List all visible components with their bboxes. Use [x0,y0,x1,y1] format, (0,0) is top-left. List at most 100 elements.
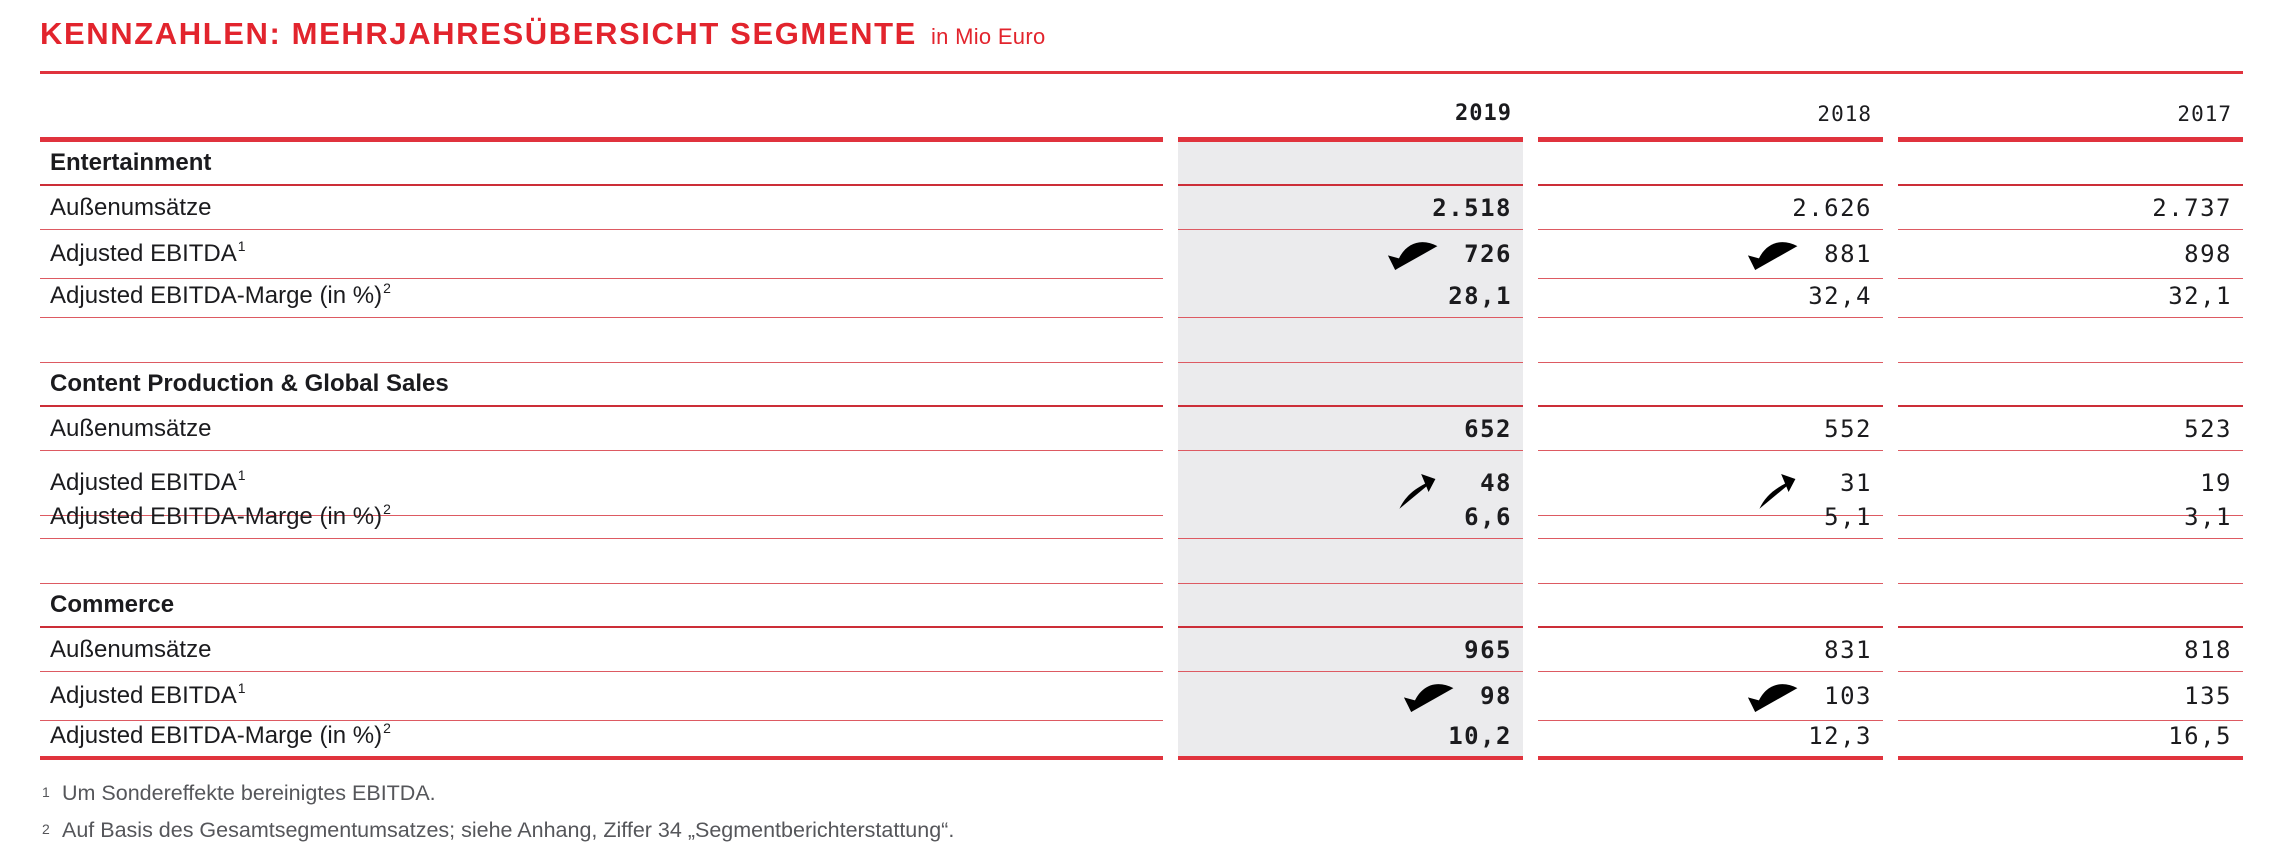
value-cell-2019: 10,2 [1178,716,1523,760]
value-cell-2017: 818 [1898,628,2243,672]
title-divider [40,71,2243,74]
value: 5,1 [1824,502,1872,531]
row-label: Außenumsätze [40,628,1163,672]
value-cell-2018: 103 [1538,672,1883,721]
page-title: KENNZAHLEN: MEHRJAHRESÜBERSICHT SEGMENTE… [40,14,2243,54]
value: 6,6 [1464,502,1512,531]
value: 32,4 [1808,281,1872,310]
title-unit-label: in Mio Euro [930,24,1046,49]
trend-down-arrow-icon [1748,242,1798,270]
empty-cell [1178,363,1523,407]
value-cell-2019: 98 [1178,672,1523,721]
value-cell-2018: 831 [1538,628,1883,672]
footnote-2: 2 Auf Basis des Gesamtsegmentumsatzes; s… [40,812,2243,849]
trend-up-arrow-icon [1759,474,1796,509]
empty-cell [1898,584,2243,628]
value-cell-2018: 552 [1538,407,1883,451]
segments-table: 2019 2018 2017 Entertainment Außenumsätz… [40,74,2243,760]
row-label-text: Adjusted EBITDA-Marge (in %) [50,281,383,309]
value-cell-2018: 2.626 [1538,186,1883,230]
row-label: Adjusted EBITDA-Marge (in %) 2 [40,716,1163,760]
table-row: Adjusted EBITDA-Marge (in %) 2 28,1 32,4 … [40,274,2243,318]
value-cell-2017: 19 [1898,451,2243,516]
footnote-marker: 1 [42,784,50,800]
row-label-text: Außenumsätze [50,635,212,663]
table-row: Außenumsätze 965 831 818 [40,628,2243,672]
trend-up-arrow-icon [1399,474,1436,509]
row-label-text: Adjusted EBITDA [50,682,237,709]
row-label-text: Adjusted EBITDA [50,469,237,496]
empty-cell [1538,539,1883,584]
row-label: Adjusted EBITDA 1 [40,451,1163,516]
value-cell-2019: 2.518 [1178,186,1523,230]
footnote-ref: 2 [383,500,391,517]
value-cell-2018: 12,3 [1538,716,1883,760]
value: 2.518 [1432,193,1512,222]
value: 552 [1824,414,1872,443]
value: 2.737 [2152,193,2232,222]
value: 818 [2184,635,2232,664]
footnote-ref: 1 [237,467,246,483]
footnote-ref: 2 [383,279,391,296]
row-label-text: Adjusted EBITDA-Marge (in %) [50,502,383,530]
empty-cell [1898,142,2243,186]
value-cell-2019: 28,1 [1178,274,1523,318]
value: 10,2 [1448,722,1512,750]
value: 523 [2184,414,2232,443]
title-text: KENNZAHLEN: MEHRJAHRESÜBERSICHT SEGMENTE [40,16,917,51]
value: 135 [2184,682,2232,710]
footnote-ref: 1 [237,680,246,696]
footnote-text: Auf Basis des Gesamtsegmentumsatzes; sie… [62,818,955,842]
trend-down-arrow-icon [1748,684,1798,712]
empty-cell [1178,584,1523,628]
value: 965 [1464,635,1512,664]
empty-cell [1898,539,2243,584]
section-title: Commerce [40,584,1163,628]
trend-down-arrow-icon [1403,684,1454,712]
column-header-2018: 2018 [1538,74,1883,142]
value: 726 [1464,240,1512,268]
row-label-text: Außenumsätze [50,414,212,442]
value-cell-2019: 965 [1178,628,1523,672]
empty-cell [1178,539,1523,584]
table-row: Adjusted EBITDA 1 48 31 19 [40,451,2243,516]
footnotes: 1 Um Sondereffekte bereinigtes EBITDA. 2… [40,775,2243,849]
table-row: Außenumsätze 652 552 523 [40,407,2243,451]
row-label: Adjusted EBITDA 1 [40,672,1163,721]
value: 103 [1824,682,1872,710]
section-title: Content Production & Global Sales [40,363,1163,407]
value: 28,1 [1448,281,1512,310]
empty-cell [40,318,1163,363]
value-cell-2017: 2.737 [1898,186,2243,230]
value: 98 [1480,682,1512,710]
value-cell-2018: 881 [1538,230,1883,279]
value-cell-2017: 135 [1898,672,2243,721]
trend-down-arrow-icon [1388,242,1438,270]
value: 2.626 [1792,193,1872,222]
value-cell-2019: 652 [1178,407,1523,451]
table-row: Adjusted EBITDA 1 726 881 898 [40,230,2243,279]
value-cell-2017: 523 [1898,407,2243,451]
table-row: Außenumsätze 2.518 2.626 2.737 [40,186,2243,230]
footnote-1: 1 Um Sondereffekte bereinigtes EBITDA. [40,775,2243,812]
empty-cell [1538,584,1883,628]
value-cell-2017: 16,5 [1898,716,2243,760]
row-label: Adjusted EBITDA 1 [40,230,1163,279]
footnote-marker: 2 [42,821,50,837]
value: 31 [1840,469,1872,497]
header-empty-cell [40,74,1163,142]
value: 652 [1464,414,1512,443]
value: 898 [2184,240,2232,268]
footnote-ref: 2 [383,720,391,736]
empty-cell [1898,363,2243,407]
value-cell-2017: 898 [1898,230,2243,279]
value: 32,1 [2168,281,2232,310]
value: 831 [1824,635,1872,664]
value-cell-2017: 32,1 [1898,274,2243,318]
empty-cell [1538,142,1883,186]
table-header-row: 2019 2018 2017 [40,74,2243,142]
empty-cell [1178,142,1523,186]
value-cell-2018: 31 [1538,451,1883,516]
row-label: Außenumsätze [40,407,1163,451]
